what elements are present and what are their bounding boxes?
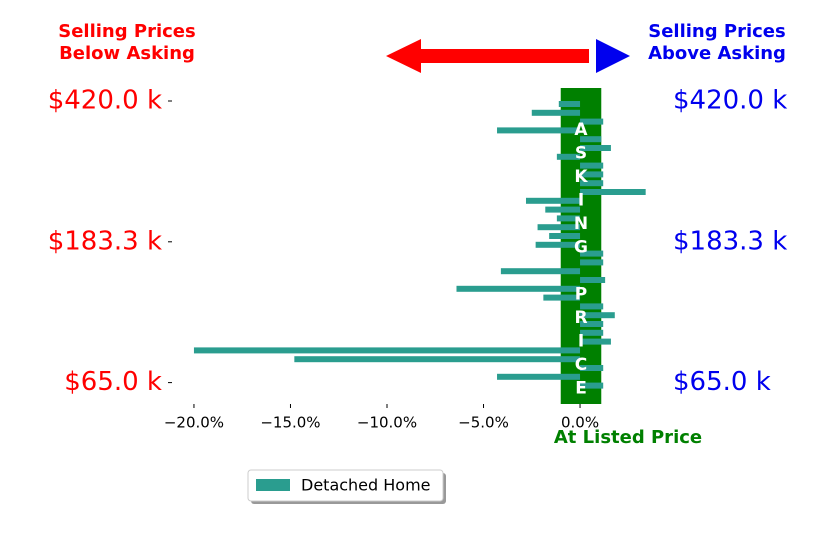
right-note: Above Asking [648, 43, 786, 64]
bar [500, 268, 581, 275]
bar [580, 189, 646, 195]
y-tick-label-right: $183.3 k [673, 226, 787, 256]
bar [580, 365, 604, 371]
y-tick-label-left: $420.0 k [48, 86, 162, 116]
bar [525, 197, 581, 204]
x-tick-label: −15.0% [260, 414, 320, 432]
right-note: Selling Prices [648, 21, 785, 42]
bar [580, 180, 604, 187]
bar [580, 303, 604, 310]
bar [580, 277, 606, 283]
left-arrow [386, 39, 589, 73]
bar [580, 145, 611, 151]
bar [580, 162, 604, 169]
x-tick-label: −20.0% [164, 414, 224, 432]
bar [556, 215, 581, 222]
legend-box [247, 469, 444, 502]
bar [580, 250, 604, 257]
bar [580, 312, 615, 319]
bar [543, 294, 581, 301]
legend: Detached Home [247, 469, 446, 504]
bar [580, 338, 611, 345]
band-label: ASKING PRICE [571, 120, 591, 402]
y-tick-label-left: $65.0 k [64, 367, 162, 397]
left-note: Selling Prices [58, 21, 195, 42]
left-note: Below Asking [59, 43, 195, 64]
right-arrow [596, 39, 630, 73]
bar [580, 321, 604, 327]
bar [531, 109, 581, 116]
bar [580, 118, 604, 125]
bar [456, 285, 581, 292]
y-tick-label-right: $65.0 k [673, 367, 771, 397]
bar [556, 153, 581, 160]
bar [497, 127, 581, 134]
x-note: At Listed Price [554, 427, 702, 448]
bar [580, 171, 604, 178]
bar [545, 206, 581, 213]
bar [580, 259, 604, 266]
legend-swatch [256, 479, 290, 491]
bar [558, 101, 581, 107]
x-tick-label: 0.0% [561, 414, 599, 432]
legend-label: Detached Home [301, 476, 431, 495]
bar [535, 241, 581, 248]
x-tick-label: −5.0% [458, 414, 509, 432]
bar [294, 356, 581, 363]
y-tick-label-right: $420.0 k [673, 86, 787, 116]
x-tick-label: −10.0% [357, 414, 417, 432]
bar [193, 347, 581, 354]
bar [537, 224, 581, 231]
bar [580, 382, 604, 389]
bar [580, 136, 602, 143]
bar [497, 373, 581, 380]
bar [549, 233, 581, 239]
bar [580, 329, 604, 336]
y-tick-label-left: $183.3 k [48, 226, 162, 256]
